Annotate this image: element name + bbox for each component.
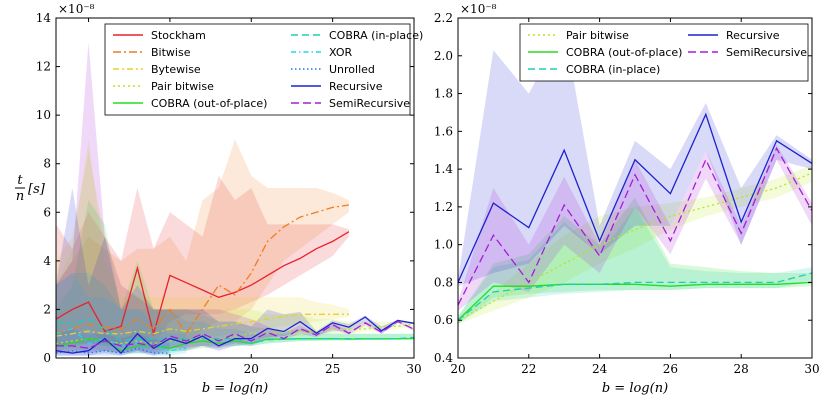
legend-entry: Bytewise (151, 63, 201, 76)
y-tick-label: 10 (36, 108, 51, 122)
series-cobra-out-of-place- (458, 281, 812, 321)
legend-entry: COBRA (in-place) (329, 29, 423, 42)
axes-frame (55, 17, 415, 359)
y-tick-label: 1.6 (434, 124, 453, 138)
y-label-numerator: t (17, 173, 23, 188)
plot-area (56, 42, 414, 356)
x-tick-label: 30 (406, 362, 421, 376)
y-tick-label: 1.2 (434, 200, 453, 214)
legend: Pair bitwise COBRA (out-of-place) COBRA (i… (519, 23, 809, 82)
y-tick-label: 0.4 (434, 351, 453, 365)
y-tick-label: 14 (36, 11, 52, 25)
band-semirecursive (458, 144, 812, 311)
legend-box (104, 23, 411, 116)
y-tick-label: 12 (36, 60, 51, 74)
panel-left: 10 15 20 25 30 0 2 4 6 8 10 12 14 ×10⁻⁸ b = log(n) tn [s… (15, 2, 423, 396)
band-stockham (56, 175, 349, 346)
band-bitwise (56, 139, 349, 346)
y-tick-label: 1.8 (434, 87, 453, 101)
series-pair-bitwise (56, 323, 414, 345)
x-tick-label: 20 (244, 362, 259, 376)
y-tick-label: 0.8 (434, 275, 453, 289)
series-semirecursive (458, 146, 812, 306)
legend-entry: Pair bitwise (566, 29, 629, 42)
scale-label: ×10⁻⁸ (58, 2, 95, 16)
series-unrolled (56, 347, 170, 354)
series-semirecursive (56, 320, 414, 349)
legend-entry: COBRA (out-of-place) (151, 97, 267, 110)
x-axis-label: b = log(n) (202, 381, 268, 396)
y-tick-label: 2.2 (434, 11, 453, 25)
series-recursive (56, 316, 414, 355)
band-semirecursive (56, 42, 414, 354)
y-tick-label: 6 (43, 205, 51, 219)
axes-frame (457, 17, 813, 359)
legend: Stockham Bitwise Bytewise Pair bitwise COBRA… (104, 23, 423, 116)
legend-entry: SemiRecursive (726, 46, 807, 59)
y-tick-label: 1.4 (434, 162, 453, 176)
x-tick-label: 24 (592, 362, 608, 376)
y-tick-label: 2.0 (434, 49, 453, 63)
x-tick-label: 22 (521, 362, 536, 376)
y-tick-label: 0.6 (434, 313, 453, 327)
band-cobra-out-of-place- (56, 200, 414, 354)
band-cobra-out-of-place- (458, 197, 812, 324)
y-label-denominator: n (16, 189, 24, 204)
x-tick-label: 30 (804, 362, 819, 376)
series-bytewise (56, 313, 349, 337)
legend-entry: Stockham (151, 29, 206, 42)
legend-entry: Recursive (726, 29, 780, 42)
series-pair-bitwise (458, 172, 812, 321)
x-tick-label: 28 (734, 362, 749, 376)
legend-entry: SemiRecursive (329, 97, 410, 110)
legend-entry: COBRA (out-of-place) (566, 46, 682, 59)
series-stockham (56, 231, 350, 337)
legend-entry: Unrolled (329, 63, 375, 76)
y-tick-label: 1.0 (434, 238, 453, 252)
x-tick-label: 15 (162, 362, 177, 376)
legend-entry: COBRA (in-place) (566, 63, 660, 76)
legend-entry: Pair bitwise (151, 80, 214, 93)
y-tick-label: 4 (43, 254, 51, 268)
band-recursive (56, 188, 414, 356)
y-label-unit: [s] (28, 182, 46, 197)
series-bitwise (56, 204, 349, 335)
y-tick-label: 2 (43, 302, 51, 316)
plot-area (458, 27, 812, 324)
band-pair-bitwise (458, 165, 812, 324)
x-tick-label: 10 (81, 362, 96, 376)
panel-right: 20 22 24 26 28 30 0.4 0.6 0.8 1.0 1.2 1.4 1.6 1.8 2.0 2… (434, 2, 820, 396)
band-recursive (458, 27, 812, 287)
legend-box (519, 23, 809, 82)
x-tick-label: 26 (663, 362, 678, 376)
legend-entry: Recursive (329, 80, 383, 93)
y-axis-label: tn [s] (15, 173, 46, 204)
x-axis-label: b = log(n) (602, 381, 668, 396)
band-pair-bitwise (56, 139, 414, 351)
band-cobra-in-place- (56, 273, 414, 349)
y-tick-label: 8 (43, 157, 51, 171)
x-tick-label: 25 (325, 362, 340, 376)
legend-entry: Bitwise (151, 46, 191, 59)
series-recursive (458, 112, 812, 283)
band-cobra-in-place- (458, 206, 812, 324)
x-tick-label: 20 (450, 362, 465, 376)
y-tick-label: 0 (43, 351, 51, 365)
series-cobra-in-place- (458, 272, 812, 321)
scale-label: ×10⁻⁸ (460, 2, 497, 16)
legend-entry: XOR (329, 46, 352, 59)
